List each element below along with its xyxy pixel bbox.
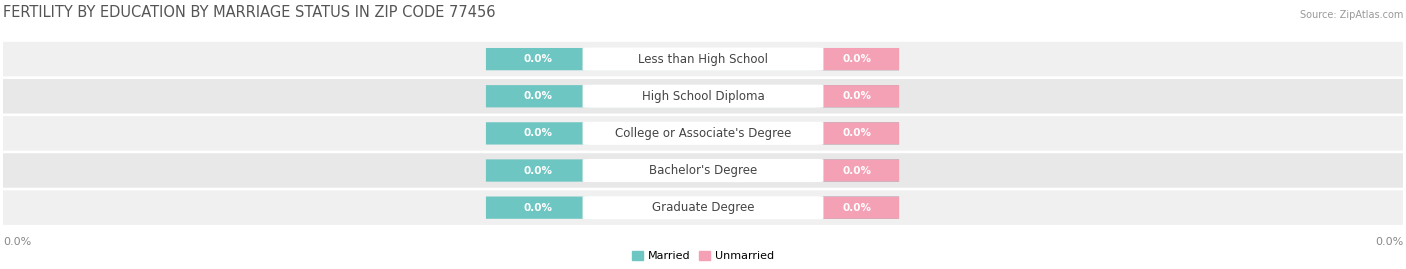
Text: Less than High School: Less than High School: [638, 53, 768, 66]
FancyBboxPatch shape: [0, 116, 1406, 151]
FancyBboxPatch shape: [582, 159, 824, 182]
Text: 0.0%: 0.0%: [524, 91, 553, 101]
FancyBboxPatch shape: [582, 85, 824, 108]
FancyBboxPatch shape: [582, 122, 824, 145]
FancyBboxPatch shape: [815, 197, 898, 219]
FancyBboxPatch shape: [815, 122, 898, 144]
Text: 0.0%: 0.0%: [1375, 237, 1403, 247]
Text: 0.0%: 0.0%: [842, 128, 872, 138]
Text: Source: ZipAtlas.com: Source: ZipAtlas.com: [1301, 10, 1403, 20]
Text: Bachelor's Degree: Bachelor's Degree: [650, 164, 756, 177]
FancyBboxPatch shape: [0, 153, 1406, 188]
FancyBboxPatch shape: [486, 122, 898, 144]
FancyBboxPatch shape: [582, 196, 824, 219]
FancyBboxPatch shape: [486, 85, 898, 107]
Text: 0.0%: 0.0%: [524, 128, 553, 138]
Text: College or Associate's Degree: College or Associate's Degree: [614, 127, 792, 140]
Text: 0.0%: 0.0%: [524, 165, 553, 175]
FancyBboxPatch shape: [0, 79, 1406, 114]
Text: 0.0%: 0.0%: [842, 54, 872, 64]
Text: 0.0%: 0.0%: [3, 237, 31, 247]
FancyBboxPatch shape: [815, 48, 898, 70]
Text: 0.0%: 0.0%: [524, 54, 553, 64]
FancyBboxPatch shape: [486, 48, 898, 70]
FancyBboxPatch shape: [486, 159, 898, 182]
Text: 0.0%: 0.0%: [842, 165, 872, 175]
FancyBboxPatch shape: [815, 159, 898, 182]
Text: FERTILITY BY EDUCATION BY MARRIAGE STATUS IN ZIP CODE 77456: FERTILITY BY EDUCATION BY MARRIAGE STATU…: [3, 5, 495, 20]
FancyBboxPatch shape: [0, 42, 1406, 76]
Legend: Married, Unmarried: Married, Unmarried: [633, 251, 773, 261]
Text: 0.0%: 0.0%: [842, 203, 872, 213]
Text: 0.0%: 0.0%: [524, 203, 553, 213]
Text: Graduate Degree: Graduate Degree: [652, 201, 754, 214]
FancyBboxPatch shape: [582, 48, 824, 71]
Text: High School Diploma: High School Diploma: [641, 90, 765, 103]
FancyBboxPatch shape: [486, 197, 898, 219]
FancyBboxPatch shape: [815, 85, 898, 107]
Text: 0.0%: 0.0%: [842, 91, 872, 101]
FancyBboxPatch shape: [0, 190, 1406, 225]
